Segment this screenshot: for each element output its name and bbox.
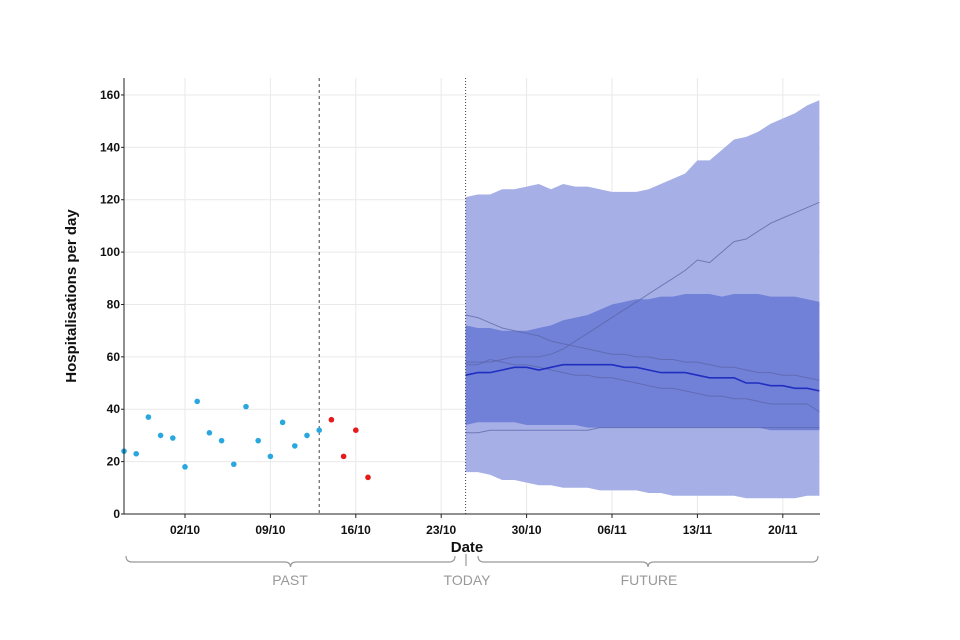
x-tick-label: 09/10	[255, 523, 285, 537]
observed-point	[218, 437, 225, 444]
x-tick-label: 30/10	[512, 523, 542, 537]
recent-observed-point	[328, 416, 335, 423]
observed-points	[121, 398, 371, 481]
x-tick-label: 16/10	[341, 523, 371, 537]
past-bracket	[125, 555, 456, 568]
y-tick-label: 160	[100, 88, 120, 102]
x-tick-label: 13/11	[683, 523, 713, 537]
observed-point	[206, 430, 213, 436]
y-tick-label: 20	[107, 455, 121, 469]
x-tick-label: 20/11	[768, 523, 798, 537]
forecast-sample-line	[465, 201, 820, 363]
observed-point	[316, 427, 323, 433]
forecast-sample-line	[465, 427, 820, 434]
timeline-brackets	[125, 554, 819, 568]
observed-point	[133, 450, 139, 457]
observed-point	[157, 432, 164, 439]
observed-point	[279, 419, 286, 426]
forecast-band-inner	[465, 294, 820, 431]
observed-point	[255, 437, 261, 444]
y-tick-label: 0	[113, 507, 120, 521]
y-tick-label: 140	[100, 140, 120, 154]
x-tick-label: 23/10	[426, 523, 456, 537]
future-bracket	[477, 555, 819, 568]
y-tick-label: 60	[107, 350, 121, 364]
observed-point	[170, 435, 176, 441]
tick-labels: 0 20 40 60 80 100 120 140 160 02/10 09/10 16/10 23/1…	[100, 88, 798, 537]
observed-point	[292, 443, 298, 449]
y-tick-label: 120	[100, 193, 120, 207]
x-tick-label: 06/11	[597, 523, 627, 537]
x-axis-title: Date	[451, 539, 484, 556]
observed-point	[194, 398, 200, 405]
x-tick-label: 02/10	[170, 523, 200, 537]
y-tick-label: 80	[107, 297, 121, 311]
axes	[123, 78, 820, 515]
vertical-markers	[318, 78, 467, 514]
y-axis-title: Hospitalisations per day	[63, 209, 80, 383]
past-label: PAST	[272, 572, 308, 588]
y-tick-label: 100	[100, 245, 120, 259]
forecast-sample-lines	[465, 201, 820, 434]
future-label: FUTURE	[621, 572, 678, 588]
forecast-sample-line	[465, 314, 820, 381]
forecast-bands	[465, 100, 820, 499]
observed-point	[231, 461, 237, 468]
observed-point	[243, 403, 249, 410]
recent-observed-point	[340, 453, 347, 460]
y-tick-label: 40	[107, 402, 121, 416]
forecast-sample-line	[465, 358, 820, 413]
recent-observed-point	[353, 427, 359, 433]
forecast-median-line	[465, 363, 820, 392]
observed-point	[304, 432, 310, 439]
recent-observed-point	[365, 474, 371, 481]
today-label: TODAY	[444, 572, 492, 588]
observed-point	[267, 453, 274, 460]
observed-point	[182, 464, 188, 470]
observed-point	[145, 414, 152, 420]
